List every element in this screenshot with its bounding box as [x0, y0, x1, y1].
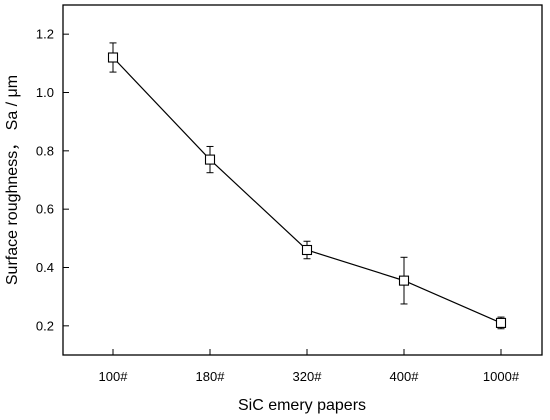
y-tick-label: 1.0 [36, 85, 54, 100]
y-axis-title: Surface roughness， Sa / μm [4, 75, 21, 285]
series-layer [107, 42, 507, 330]
series-line [112, 57, 502, 324]
x-tick-label: 1000# [483, 369, 520, 384]
y-tick-label: 0.8 [36, 143, 54, 158]
data-point [107, 52, 119, 63]
data-point [495, 317, 507, 328]
y-tick-label: 0.2 [36, 318, 54, 333]
y-tick-label: 1.2 [36, 27, 54, 42]
x-tick-label: 180# [196, 369, 226, 384]
y-tick-label: 0.4 [36, 260, 54, 275]
y-tick-label: 0.6 [36, 202, 54, 217]
x-tick-label: 100# [99, 369, 129, 384]
data-point [398, 275, 410, 286]
x-axis-title: SiC emery papers [238, 397, 366, 414]
data-point [301, 244, 313, 256]
x-axis-ticks: 100# 180# 320# 400# 1000# [99, 349, 520, 384]
y-axis-ticks: 0.2 0.4 0.6 0.8 1.0 1.2 [36, 27, 69, 333]
x-tick-label: 320# [293, 369, 323, 384]
data-point [204, 154, 216, 165]
x-tick-label: 400# [390, 369, 420, 384]
plot-frame [62, 4, 543, 356]
